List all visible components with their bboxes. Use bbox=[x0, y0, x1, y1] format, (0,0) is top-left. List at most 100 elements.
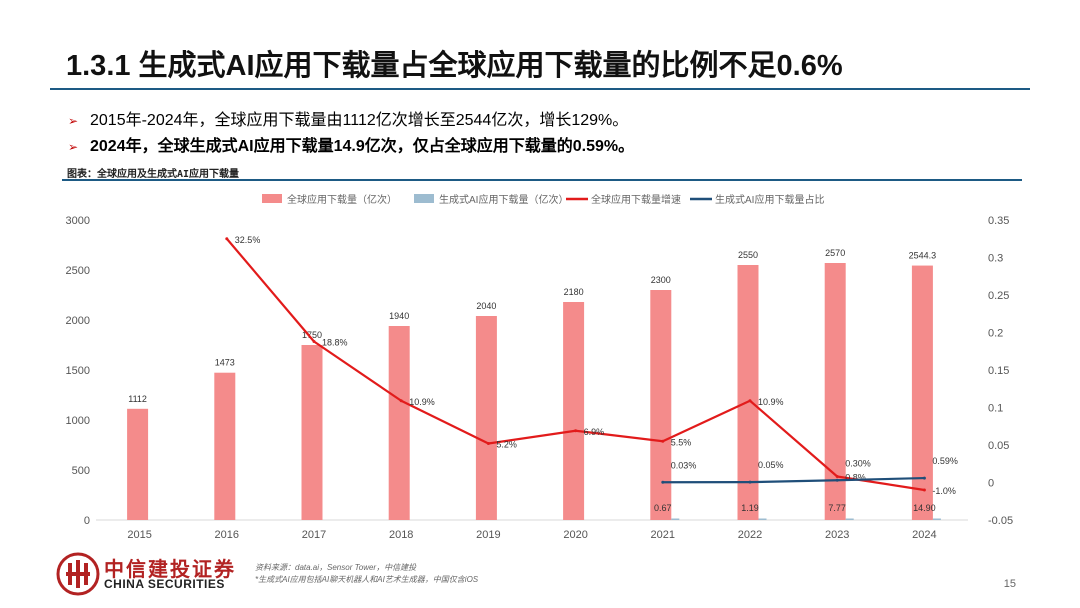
source-line: 资料来源：data.ai，Sensor Tower，中信建投 bbox=[255, 563, 417, 572]
figure-caption: 图表：全球应用及生成式AI应用下载量 bbox=[67, 169, 240, 180]
bar-global-downloads bbox=[824, 263, 846, 520]
y-right-tick-label: 0.05 bbox=[988, 440, 1009, 452]
page-number: 15 bbox=[1003, 578, 1016, 590]
x-tick-label: 2024 bbox=[912, 529, 936, 541]
x-tick-label: 2022 bbox=[738, 529, 762, 541]
figure-divider bbox=[62, 179, 1022, 181]
bar-data-label: 14.90 bbox=[913, 503, 936, 513]
bullet-list: ➢ 2015年-2024年，全球应用下载量由1112亿次增长至2544亿次，增长… bbox=[66, 108, 634, 160]
line-growth-rate-point bbox=[399, 399, 403, 403]
bar-global-downloads bbox=[301, 345, 323, 520]
bar-data-label: 1473 bbox=[215, 358, 235, 368]
bar-global-downloads bbox=[650, 290, 672, 520]
y-right-tick-label: 0.3 bbox=[988, 253, 1003, 265]
bar-data-label: 2544.3 bbox=[909, 251, 937, 261]
bar-data-label: 1.19 bbox=[741, 503, 759, 513]
bar-global-downloads bbox=[388, 326, 410, 520]
y-right-tick-label: 0.25 bbox=[988, 290, 1009, 302]
source-line: *生成式AI应用包括AI聊天机器人和AI艺术生成器，中国仅含iOS bbox=[255, 575, 479, 584]
line-data-label: 10.9% bbox=[758, 397, 784, 407]
line-growth-rate-point bbox=[748, 399, 752, 403]
line-data-label: 32.5% bbox=[235, 235, 261, 245]
bar-global-downloads bbox=[563, 302, 585, 520]
line-data-label: 0.59% bbox=[932, 456, 958, 466]
line-growth-rate-point bbox=[574, 429, 578, 433]
combo-chart: 全球应用下载量（亿次） 生成式AI应用下载量（亿次） 全球应用下载量增速 生成式AI应… bbox=[66, 193, 1014, 541]
bar-genai-downloads bbox=[671, 518, 680, 520]
line-growth-rate-point bbox=[486, 442, 490, 445]
legend-swatch bbox=[414, 194, 434, 203]
y-right-tick-label: 0 bbox=[988, 478, 994, 490]
line-growth-rate-point bbox=[225, 237, 229, 241]
line-data-label: 6.9% bbox=[584, 427, 605, 437]
bar-global-downloads bbox=[475, 316, 497, 520]
bar-global-downloads bbox=[911, 265, 933, 520]
bar-data-label: 2180 bbox=[564, 287, 584, 297]
x-tick-label: 2018 bbox=[389, 529, 413, 541]
line-growth-rate-point bbox=[922, 488, 926, 492]
line-data-label: 10.9% bbox=[409, 397, 435, 407]
legend-label: 生成式AI应用下载量占比 bbox=[715, 193, 824, 206]
bullet-text: 2024年，全球生成式AI应用下载量14.9亿次，仅占全球应用下载量的0.59%… bbox=[90, 138, 635, 155]
line-genai-share-point bbox=[661, 480, 665, 484]
line-data-label: 0.30% bbox=[845, 458, 871, 468]
bar-data-label: 0.67 bbox=[654, 503, 672, 513]
legend-label: 生成式AI应用下载量（亿次） bbox=[439, 193, 568, 206]
legend-swatch bbox=[262, 194, 282, 203]
line-data-label: 5.5% bbox=[671, 437, 692, 447]
y-right-tick-label: 0.35 bbox=[988, 215, 1009, 227]
legend-label: 全球应用下载量（亿次） bbox=[287, 193, 397, 206]
x-tick-label: 2016 bbox=[215, 529, 239, 541]
line-data-label: 18.8% bbox=[322, 338, 348, 348]
line-growth-rate-point bbox=[835, 475, 839, 478]
x-tick-label: 2015 bbox=[127, 529, 151, 541]
line-genai-share-point bbox=[748, 480, 752, 484]
line-data-label: -1.0% bbox=[932, 486, 956, 496]
legend-label: 全球应用下载量增速 bbox=[591, 193, 681, 206]
arrow-bullet-icon: ➢ bbox=[68, 140, 79, 154]
bar-data-label: 2570 bbox=[825, 248, 845, 258]
bar-genai-downloads bbox=[758, 518, 767, 520]
line-growth-rate-point bbox=[312, 340, 316, 343]
y-left-tick-label: 1000 bbox=[66, 415, 90, 427]
line-genai-share-point bbox=[835, 478, 839, 482]
y-right-tick-label: 0.2 bbox=[988, 328, 1003, 340]
line-data-label: 0.03% bbox=[671, 460, 697, 470]
bar-data-label: 2300 bbox=[651, 275, 671, 285]
line-genai-share bbox=[662, 476, 925, 484]
y-left-tick-label: 3000 bbox=[66, 215, 90, 227]
bar-data-label: 2550 bbox=[738, 250, 758, 260]
line-growth-rate-point bbox=[661, 439, 665, 443]
line-genai-share-point bbox=[922, 476, 926, 480]
y-right-tick-label: 0.15 bbox=[988, 365, 1009, 377]
x-tick-label: 2023 bbox=[825, 529, 849, 541]
line-data-label: 0.05% bbox=[758, 460, 784, 470]
line-data-label: 0.8% bbox=[845, 473, 866, 483]
bar-global-downloads bbox=[737, 265, 759, 520]
source-note: 资料来源：data.ai，Sensor Tower，中信建投 *生成式AI应用包… bbox=[255, 562, 478, 586]
line-data-label: 5.2% bbox=[496, 440, 517, 450]
bullet-text: 2015年-2024年，全球应用下载量由1112亿次增长至2544亿次，增长12… bbox=[90, 112, 629, 129]
china-securities-logo bbox=[56, 552, 100, 596]
x-tick-label: 2017 bbox=[302, 529, 326, 541]
y-right-tick-label: -0.05 bbox=[988, 515, 1013, 527]
bullet-item: ➢ 2015年-2024年，全球应用下载量由1112亿次增长至2544亿次，增长… bbox=[66, 108, 634, 134]
bar-global-downloads bbox=[214, 372, 236, 520]
slide-title: 1.3.1 生成式AI应用下载量占全球应用下载量的比例不足0.6% bbox=[66, 50, 843, 82]
arrow-bullet-icon: ➢ bbox=[68, 114, 79, 128]
y-left-tick-label: 2500 bbox=[66, 265, 90, 277]
y-left-tick-label: 0 bbox=[84, 515, 90, 527]
bar-data-label: 1112 bbox=[128, 394, 147, 404]
x-tick-label: 2020 bbox=[563, 529, 587, 541]
company-name-cn: 中信建投证券 bbox=[104, 559, 236, 581]
bar-genai-downloads bbox=[932, 518, 941, 520]
title-divider bbox=[50, 88, 1030, 90]
bar-data-label: 7.77 bbox=[828, 503, 846, 513]
x-tick-label: 2021 bbox=[651, 529, 675, 541]
y-left-tick-label: 1500 bbox=[66, 365, 90, 377]
y-left-tick-label: 2000 bbox=[66, 315, 90, 327]
y-right-tick-label: 0.1 bbox=[988, 403, 1003, 415]
bar-data-label: 2040 bbox=[476, 301, 496, 311]
bar-data-label: 1750 bbox=[302, 330, 322, 340]
x-tick-label: 2019 bbox=[476, 529, 500, 541]
